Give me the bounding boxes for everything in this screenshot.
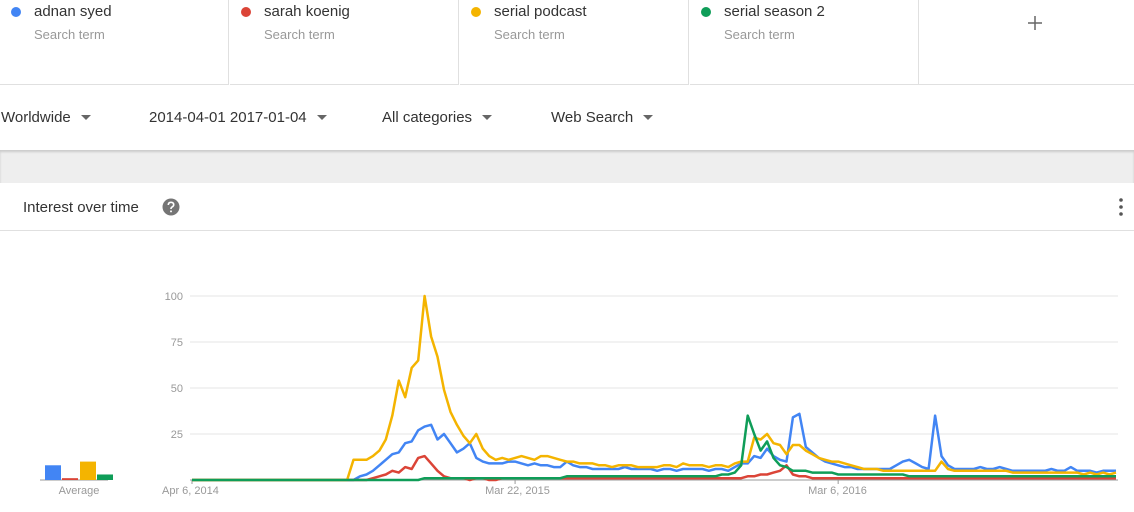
term[interactable]: sarah koenig Search term [230, 0, 459, 85]
y-tick-label: 75 [171, 337, 183, 349]
term-subtitle: Search term [264, 27, 335, 42]
term-dot [701, 7, 711, 17]
y-tick-label: 50 [171, 383, 183, 395]
divider [0, 230, 1134, 231]
average-label: Average [59, 485, 100, 497]
term-subtitle: Search term [34, 27, 105, 42]
filter-label: Worldwide [1, 109, 71, 126]
term[interactable]: serial podcast Search term [460, 0, 689, 85]
help-icon[interactable] [162, 198, 180, 216]
term-name: sarah koenig [264, 3, 350, 20]
filter-label: Web Search [551, 109, 634, 126]
y-tick-label: 25 [171, 429, 183, 441]
term-dot [11, 7, 21, 17]
chart: 25 50 75 100 Apr 6, 2014 Mar 22, 2015 Mar 6, 2… [40, 291, 1118, 497]
band [0, 150, 1134, 183]
term-dot [471, 7, 481, 17]
average-bar [62, 478, 78, 480]
series-line [192, 414, 1116, 482]
x-tick-label: Apr 6, 2014 [162, 485, 219, 497]
term-name: adnan syed [34, 3, 112, 20]
average-bar [45, 465, 61, 480]
dropdown-arrow [482, 115, 493, 121]
term-subtitle: Search term [494, 27, 565, 42]
menu-icon[interactable] [1118, 197, 1124, 217]
term-dot [241, 7, 251, 17]
plus-icon [1028, 16, 1042, 30]
filter[interactable]: 2014-04-01 2017-01-04 [149, 109, 327, 126]
average-bar [80, 461, 96, 480]
x-tick-label: Mar 6, 2016 [808, 485, 867, 497]
term-name: serial season 2 [724, 3, 825, 20]
filter-label: All categories [382, 109, 473, 126]
filter[interactable]: All categories [382, 109, 493, 126]
filter[interactable]: Worldwide [1, 109, 91, 126]
term[interactable]: serial season 2 Search term [690, 0, 919, 85]
x-tick-label: Mar 22, 2015 [485, 485, 550, 497]
add-term[interactable] [919, 0, 1134, 85]
term-subtitle: Search term [724, 27, 795, 42]
dropdown-arrow [316, 115, 327, 121]
filter[interactable]: Web Search [551, 109, 654, 126]
average-bar [97, 474, 113, 480]
term-name: serial podcast [494, 3, 587, 20]
y-tick-label: 100 [165, 291, 183, 303]
filter-label: 2014-04-01 2017-01-04 [149, 109, 307, 126]
card-title: Interest over time [23, 199, 139, 216]
term[interactable]: adnan syed Search term [0, 0, 229, 85]
dropdown-arrow [643, 115, 654, 121]
dropdown-arrow [80, 115, 91, 121]
